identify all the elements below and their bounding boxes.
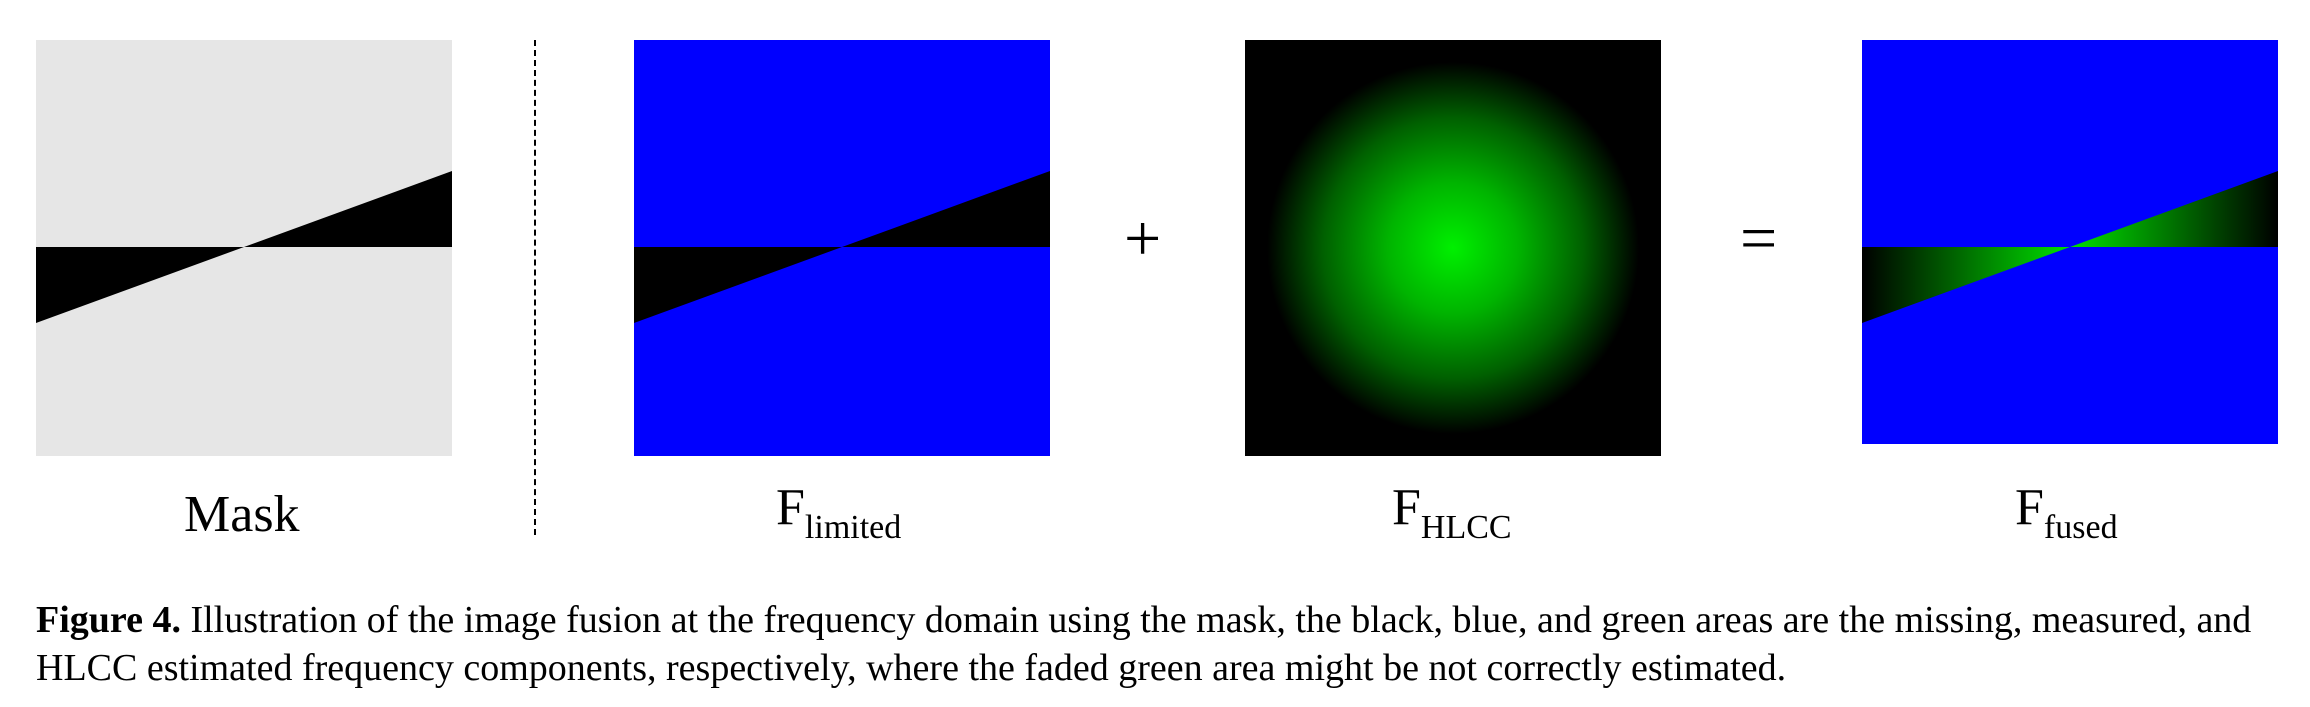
hlcc-label-main: F	[1392, 479, 1421, 536]
fused-panel	[1862, 40, 2278, 444]
mask-label-text: Mask	[184, 486, 300, 543]
figure-caption: Figure 4. Illustration of the image fusi…	[36, 596, 2286, 692]
hlcc-image	[1245, 40, 1661, 456]
hlcc-label-sub: HLCC	[1420, 509, 1512, 546]
fused-label: Ffused	[2015, 480, 2118, 556]
separator-line	[534, 40, 536, 535]
mask-image	[36, 40, 452, 456]
fused-label-main: F	[2015, 479, 2044, 536]
hlcc-label: FHLCC	[1392, 480, 1512, 556]
hlcc-estimate-disk	[1267, 62, 1639, 434]
limited-label-sub: limited	[804, 509, 902, 546]
fused-estimated-left	[1862, 247, 2070, 323]
limited-label: Flimited	[776, 480, 901, 556]
fused-estimated-right	[2070, 171, 2278, 247]
plus-operator: +	[1124, 202, 1162, 275]
limited-missing-right	[842, 171, 1050, 247]
mask-panel	[36, 40, 452, 456]
limited-label-main: F	[776, 479, 805, 536]
caption-label: Figure 4.	[36, 599, 181, 641]
mask-missing-left	[36, 247, 244, 323]
limited-missing-left	[634, 247, 842, 323]
equal-operator: =	[1740, 202, 1778, 275]
limited-image	[634, 40, 1050, 456]
fused-label-sub: fused	[2043, 509, 2118, 546]
hlcc-panel	[1245, 40, 1661, 456]
mask-label: Mask	[184, 487, 300, 543]
fused-image	[1862, 40, 2278, 444]
caption-text: Illustration of the image fusion at the …	[36, 599, 2252, 689]
limited-panel	[634, 40, 1050, 456]
mask-missing-right	[244, 171, 452, 247]
